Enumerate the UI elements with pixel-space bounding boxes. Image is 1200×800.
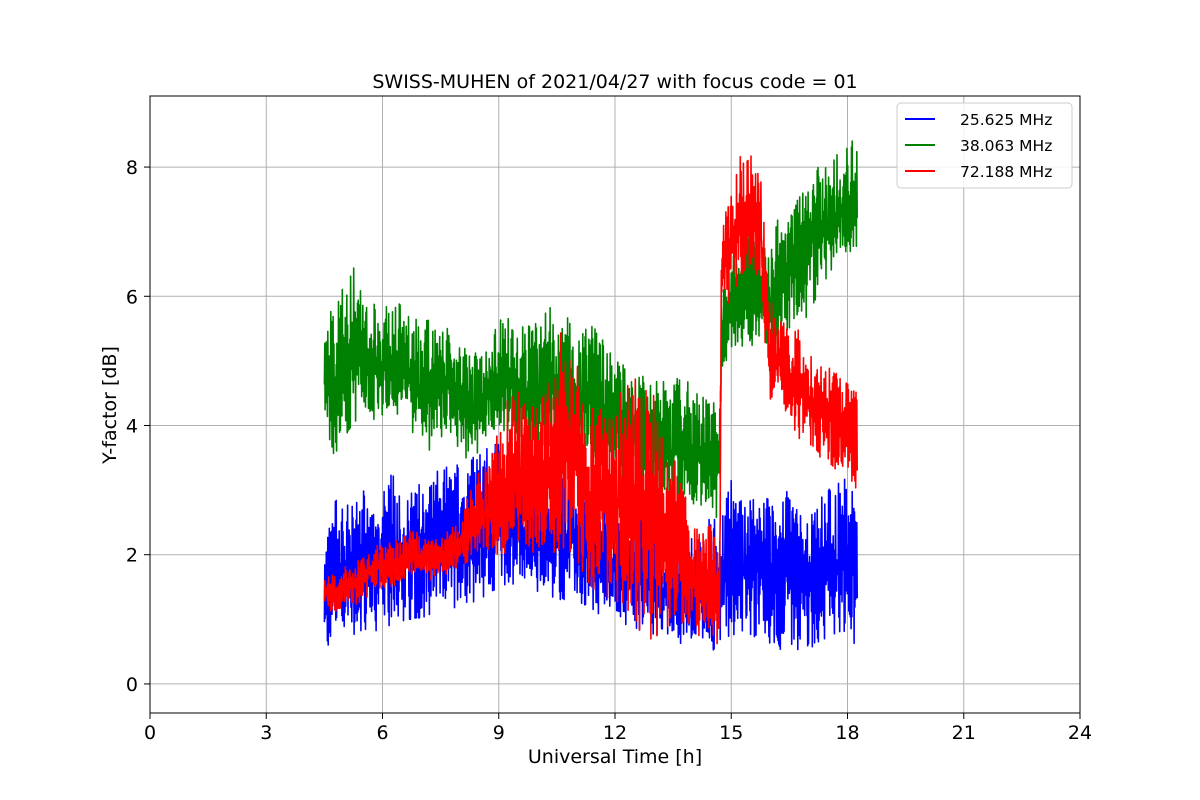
x-tick-label: 21 bbox=[952, 722, 976, 744]
x-tick-label: 6 bbox=[376, 722, 388, 744]
chart-title: SWISS-MUHEN of 2021/04/27 with focus cod… bbox=[372, 71, 857, 93]
x-tick-label: 15 bbox=[719, 722, 743, 744]
legend: 25.625 MHz 38.063 MHz 72.188 MHz bbox=[896, 102, 1073, 189]
x-axis-label: Universal Time [h] bbox=[528, 746, 702, 768]
y-axis-label: Y-factor [dB] bbox=[99, 346, 121, 465]
x-tick-label: 18 bbox=[835, 722, 859, 744]
legend-label-25-625: 25.625 MHz bbox=[960, 111, 1052, 129]
y-tick-label: 0 bbox=[126, 674, 138, 696]
y-tick-label: 8 bbox=[126, 157, 138, 179]
x-tick-label: 9 bbox=[493, 722, 505, 744]
data-layer bbox=[323, 140, 859, 651]
legend-label-72-188: 72.188 MHz bbox=[960, 163, 1052, 181]
legend-label-38-063: 38.063 MHz bbox=[960, 137, 1052, 155]
series-line-2 bbox=[323, 155, 858, 645]
x-tick-label: 12 bbox=[603, 722, 627, 744]
x-tick-label: 24 bbox=[1068, 722, 1092, 744]
x-tick-label: 3 bbox=[260, 722, 272, 744]
y-tick-label: 6 bbox=[126, 286, 138, 308]
legend-box bbox=[896, 102, 1073, 189]
x-tick-label: 0 bbox=[144, 722, 156, 744]
y-tick-label: 4 bbox=[126, 415, 138, 437]
y-tick-label: 2 bbox=[126, 545, 138, 567]
